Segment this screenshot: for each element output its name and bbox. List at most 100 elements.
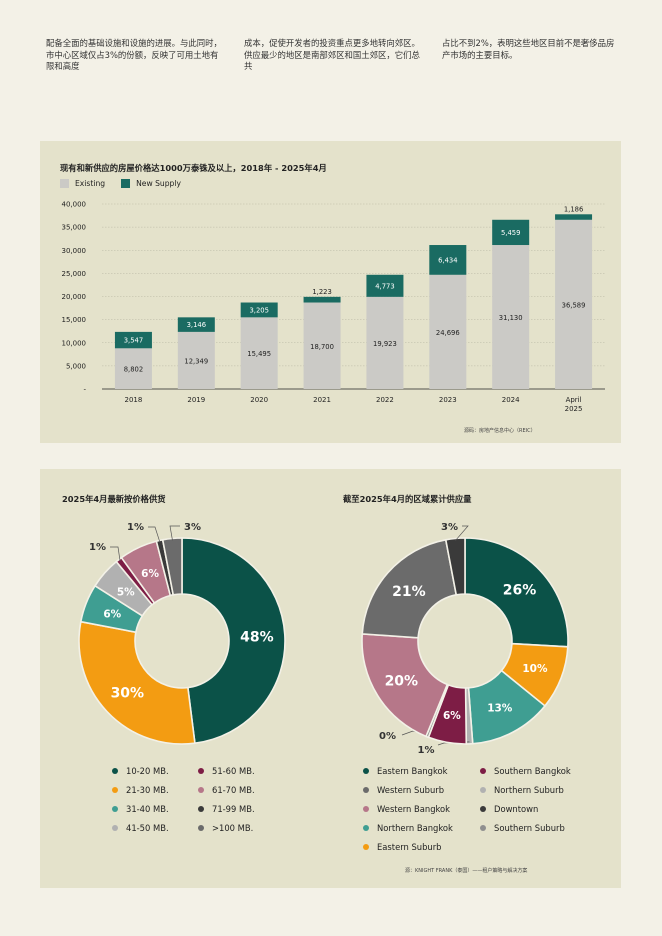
y-tick-label: 35,000: [62, 224, 87, 232]
bar-new-supply-label: 3,205: [249, 306, 268, 314]
bar-existing: [366, 296, 404, 389]
legend-dot: [363, 844, 369, 850]
bar-new-supply-label: 1,223: [312, 288, 331, 296]
bar-existing-label: 19,923: [373, 340, 397, 348]
bar-chart-panel: 现有和新供应的房屋价格达1000万泰铢及以上，2018年 - 2025年4月 E…: [40, 141, 621, 443]
x-tick-label: 2019: [187, 396, 205, 404]
bar-new-supply: [429, 245, 467, 275]
donut-slice: [444, 537, 466, 596]
callout-line: [148, 526, 161, 543]
legend-new-supply-swatch: [121, 179, 131, 188]
legend-dot: [112, 787, 118, 793]
legend-dot: [112, 768, 118, 774]
donut-slice: [181, 537, 286, 745]
legend-dot: [363, 768, 369, 774]
slice-label: 1%: [127, 522, 144, 533]
legend-entry: Northern Suburb: [480, 785, 564, 795]
legend-dot: [480, 787, 486, 793]
slice-label: 3%: [184, 522, 201, 533]
legend-dot: [363, 825, 369, 831]
legend-entry: >100 MB.: [198, 823, 253, 833]
bar-chart-source: 源码：房地产信息中心（REIC）: [464, 428, 536, 434]
legend-dot: [480, 768, 486, 774]
bar-existing: [555, 219, 593, 389]
legend-label: 61-70 MB.: [212, 785, 255, 795]
bar-new-supply-label: 5,459: [501, 229, 520, 237]
y-tick-label: 20,000: [62, 293, 87, 301]
y-tick-label: 10,000: [62, 339, 87, 347]
donut-slice: [78, 620, 196, 745]
legend-dot: [480, 806, 486, 812]
legend-entry: 41-50 MB.: [112, 823, 169, 833]
legend-label: Downtown: [494, 804, 539, 814]
bar-new-supply-label: 6,434: [438, 256, 457, 264]
legend-label: 21-30 MB.: [126, 785, 169, 795]
legend-label: 51-60 MB.: [212, 766, 255, 776]
intro-column-3: 占比不到2%，表明这些地区目前不是奢侈品房产市场的主要目标。: [442, 38, 615, 60]
bar-new-supply: [303, 296, 341, 303]
legend-dot: [363, 787, 369, 793]
bar-chart-legend: Existing New Supply: [60, 179, 197, 188]
slice-label: 21%: [392, 584, 426, 600]
bar-existing-label: 31,130: [499, 314, 523, 322]
legend-label: Eastern Suburb: [377, 842, 442, 852]
x-tick-label: 2021: [313, 396, 331, 404]
intro-column-2: 成本，促使开发者的投资重点更多地转向郊区。供应最少的地区是南部郊区和国土郊区，它…: [244, 38, 420, 71]
bar-existing-label: 18,700: [310, 343, 334, 351]
x-tick-label: 2018: [125, 396, 143, 404]
donut-panel: 2025年4月最新按价格供货 截至2025年4月的区域累计供应量 48% 30% 6…: [40, 469, 621, 888]
x-tick-label: 2023: [439, 396, 457, 404]
legend-label: Northern Suburb: [494, 785, 564, 795]
legend-dot: [198, 806, 204, 812]
legend-entry: 10-20 MB.: [112, 766, 169, 776]
legend-label: 71-99 MB.: [212, 804, 255, 814]
legend-label: Western Suburb: [377, 785, 445, 795]
slice-label: 6%: [443, 710, 461, 722]
legend-entry: 21-30 MB.: [112, 785, 169, 795]
slice-label: 30%: [111, 685, 145, 701]
legend-label: Northern Bangkok: [377, 823, 453, 833]
x-tick-label: April 2025: [565, 396, 583, 413]
bar-existing-label: 24,696: [436, 329, 460, 337]
bar-new-supply: [366, 274, 404, 297]
bar-existing-label: 12,349: [184, 357, 208, 365]
legend-entry: Western Suburb: [363, 785, 444, 795]
bar-chart: - 5,000 10,000 15,000 20,000 25,000 30,000 35,0…: [62, 201, 605, 413]
bar-new-supply-label: 3,547: [124, 337, 143, 345]
legend-entry: Eastern Bangkok: [363, 766, 448, 776]
legend-existing-swatch: [60, 179, 69, 188]
intro-column-1: 配备全面的基础设施和设施的进展。与此同时，市中心区域仅占3%的份额，反映了可用土…: [46, 38, 222, 71]
donut-slice: [161, 537, 183, 596]
x-tick-label: 2022: [376, 396, 394, 404]
legend-label: Eastern Bangkok: [377, 766, 448, 776]
slice-label: 10%: [522, 663, 548, 675]
y-tick-label: -: [83, 386, 86, 394]
legend-existing: Existing: [60, 179, 105, 188]
bar-existing-label: 15,495: [247, 350, 271, 358]
y-tick-label: 40,000: [62, 201, 87, 209]
legend-entry: Western Bangkok: [363, 804, 450, 814]
bar-existing: [240, 317, 278, 389]
slice-label: 6%: [141, 568, 159, 580]
legend-new-supply-label: New Supply: [136, 179, 181, 188]
legend-label: Western Bangkok: [377, 804, 451, 814]
legend-entry: 51-60 MB.: [198, 766, 255, 776]
slice-label: 3%: [441, 522, 458, 533]
donut-slice: [464, 537, 569, 648]
slice-label: 6%: [103, 608, 121, 620]
legend-dot: [198, 768, 204, 774]
legend-label: Southern Bangkok: [494, 766, 571, 776]
callout-line: [455, 525, 469, 541]
legend-dot: [363, 806, 369, 812]
legend-entry: 61-70 MB.: [198, 785, 255, 795]
legend-entry: Southern Bangkok: [480, 766, 571, 776]
donut-source: 源：KNIGHT FRANK（泰国）——租户策略与解决方案: [405, 868, 528, 874]
slice-label: 26%: [503, 582, 537, 598]
bar-new-supply: [177, 317, 215, 332]
y-tick-label: 25,000: [62, 270, 87, 278]
x-tick-label: 2020: [250, 396, 268, 404]
bar-existing-label: 36,589: [562, 301, 586, 309]
bar-new-supply: [492, 219, 530, 246]
legend-dot: [112, 806, 118, 812]
slice-label: 1%: [89, 542, 106, 553]
